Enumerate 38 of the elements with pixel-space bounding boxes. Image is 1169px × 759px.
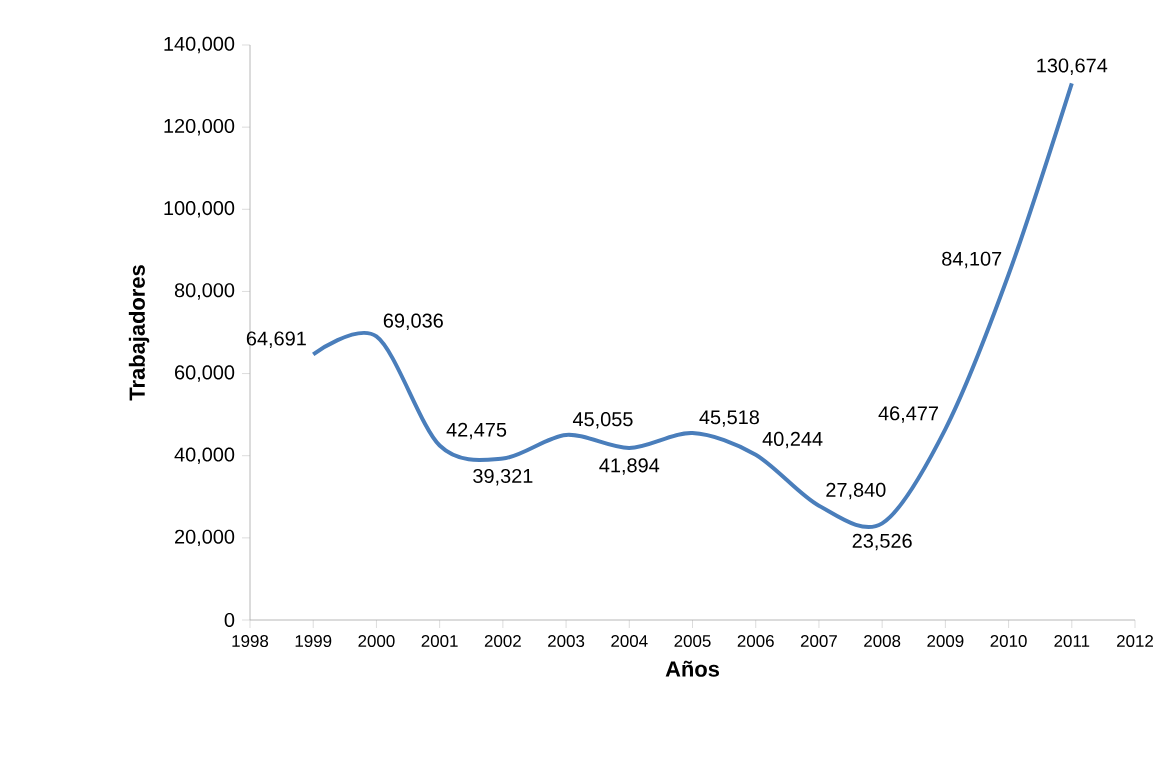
data-label: 45,518 bbox=[699, 410, 759, 427]
data-label: 23,526 bbox=[852, 533, 912, 551]
y-tick-label: 20,000 bbox=[175, 529, 235, 547]
x-axis-title: Años bbox=[665, 660, 719, 677]
x-tick-label: 2006 bbox=[737, 635, 774, 648]
x-tick-label: 2011 bbox=[1054, 635, 1090, 648]
y-tick-label: 40,000 bbox=[174, 447, 235, 464]
x-tick-label: 2001 bbox=[421, 635, 458, 648]
y-axis-title: Trabajadores bbox=[128, 265, 150, 401]
x-tick-label: 2003 bbox=[548, 635, 585, 648]
x-tick-label: 2009 bbox=[927, 635, 964, 648]
y-tick-label: 0 bbox=[224, 612, 235, 628]
x-tick-label: 1999 bbox=[295, 635, 332, 648]
data-label: 39,321 bbox=[473, 468, 533, 486]
x-tick-label: 2010 bbox=[990, 635, 1027, 648]
x-tick-label: 1998 bbox=[232, 635, 269, 648]
data-label: 46,477 bbox=[878, 406, 938, 423]
y-tick-label: 80,000 bbox=[174, 283, 235, 300]
y-tick-label: 140,000 bbox=[164, 36, 235, 54]
x-tick-label: 2007 bbox=[800, 635, 837, 648]
data-label: 69,036 bbox=[383, 313, 443, 331]
x-tick-label: 2000 bbox=[358, 635, 395, 648]
data-label: 40,244 bbox=[762, 431, 823, 449]
y-tick-label: 120,000 bbox=[164, 118, 235, 136]
y-tick-label: 60,000 bbox=[175, 365, 235, 382]
data-label: 27,840 bbox=[826, 482, 886, 500]
x-tick-label: 2012 bbox=[1117, 635, 1153, 648]
x-tick-label: 2004 bbox=[611, 635, 648, 648]
data-label: 45,055 bbox=[572, 412, 633, 429]
data-label: 42,475 bbox=[446, 422, 507, 440]
x-tick-label: 2002 bbox=[484, 635, 521, 648]
x-tick-label: 2005 bbox=[674, 635, 711, 648]
x-tick-label: 2008 bbox=[864, 635, 901, 648]
data-label: 64,691 bbox=[246, 331, 306, 348]
data-label: 41,894 bbox=[599, 458, 660, 475]
y-tick-label: 100,000 bbox=[164, 201, 235, 218]
data-label: 84,107 bbox=[942, 251, 1002, 269]
data-label: 130,674 bbox=[1037, 58, 1108, 75]
